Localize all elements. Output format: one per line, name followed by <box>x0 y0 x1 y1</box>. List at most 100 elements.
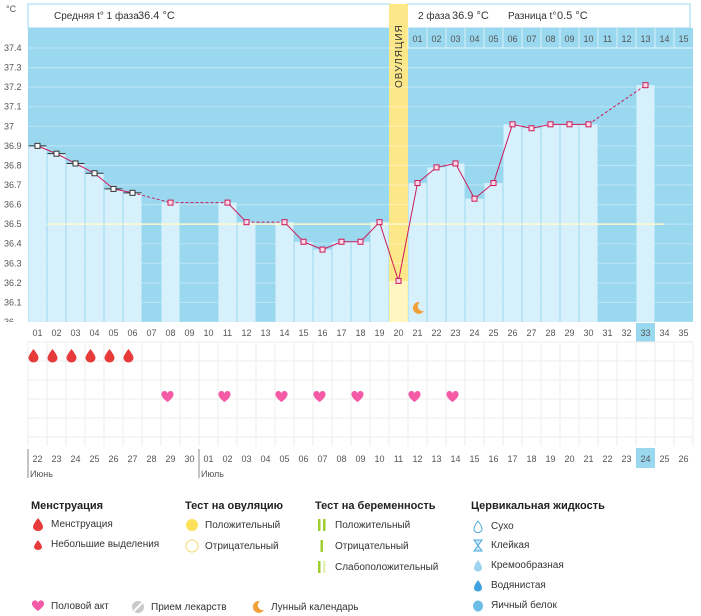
cycle-day-label: 06 <box>127 328 137 338</box>
temperature-segment <box>284 221 304 243</box>
calendar-date-label: 12 <box>412 454 422 464</box>
legend-cervical-dry-label: Сухо <box>491 521 514 532</box>
calendar-date-label: 06 <box>298 454 308 464</box>
temperature-bar <box>313 249 332 322</box>
calendar-date-label: 19 <box>545 454 555 464</box>
legend-menstruation-title: Менструация <box>31 500 104 512</box>
calendar-date-label: 02 <box>222 454 232 464</box>
ovulation-positive-icon <box>185 518 199 532</box>
cycle-day-label: 01 <box>32 328 42 338</box>
cycle-day-label: 23 <box>450 328 460 338</box>
y-tick-label: 36.1 <box>4 297 22 307</box>
top-day-number: 06 <box>507 34 517 44</box>
y-tick-label: 36.5 <box>4 219 22 229</box>
cycle-day-label: 17 <box>336 328 346 338</box>
cream-drop-icon <box>471 559 485 572</box>
legend-medication: Прием лекарств <box>131 600 227 614</box>
temperature-point <box>243 219 250 226</box>
calendar-date-label: 24 <box>70 454 80 464</box>
legend-pregnancy-negative: Отрицательный <box>315 539 409 553</box>
legend-cervical-sticky: Клейкая <box>471 539 529 552</box>
temperature-point <box>414 180 421 187</box>
temperature-point <box>433 164 440 171</box>
temperature-bar <box>636 85 655 322</box>
temperature-point <box>585 121 592 128</box>
calendar-date-label: 22 <box>602 454 612 464</box>
cycle-day-label: 26 <box>507 328 517 338</box>
legend-cervical-sticky-label: Клейкая <box>491 540 530 551</box>
temperature-segment <box>303 241 323 251</box>
temperature-bar <box>427 167 446 322</box>
cycle-day-label: 30 <box>583 328 593 338</box>
temperature-bar <box>408 183 427 322</box>
top-day-number: 07 <box>526 34 536 44</box>
top-day-number: 04 <box>469 34 479 44</box>
legend-menstruation: Менструация <box>31 518 113 531</box>
heart-icon <box>218 390 231 402</box>
phase1-value: 36.4 °C <box>138 10 175 22</box>
temperature-bar <box>218 202 237 322</box>
calendar-date-label: 21 <box>583 454 593 464</box>
phase2-value: 36.9 °C <box>452 10 489 22</box>
temperature-segment <box>37 145 57 155</box>
legend-medication-label: Прием лекарств <box>151 601 227 613</box>
heart-icon <box>408 390 421 402</box>
moon-icon <box>251 600 265 614</box>
temperature-segment <box>322 241 342 251</box>
temperature-bar <box>85 173 104 322</box>
calendar-date-label: 03 <box>241 454 251 464</box>
heart-icon <box>446 390 459 402</box>
pregnancy-negative-icon <box>315 539 329 553</box>
calendar-date-label: 10 <box>374 454 384 464</box>
menstruation-drop-icon <box>47 349 58 363</box>
legend-pregnancy-negative-label: Отрицательный <box>335 540 409 552</box>
top-day-number: 03 <box>450 34 460 44</box>
temperature-segment <box>455 163 475 199</box>
cycle-day-label: 34 <box>659 328 669 338</box>
calendar-date-label: 26 <box>108 454 118 464</box>
temperature-point <box>34 142 41 149</box>
cycle-day-label: 16 <box>317 328 327 338</box>
cycle-day-label: 11 <box>223 328 232 338</box>
legend-spotting: Небольшие выделения <box>31 539 159 550</box>
cycle-day-label: 14 <box>279 328 289 338</box>
y-tick-label: 37.1 <box>4 102 22 112</box>
cycle-day-label: 29 <box>564 328 574 338</box>
calendar-date-label: 08 <box>336 454 346 464</box>
current-day-highlight <box>636 323 655 342</box>
cycle-day-label: 28 <box>545 328 555 338</box>
temperature-bar <box>503 124 522 322</box>
temperature-point <box>281 219 288 226</box>
y-tick-label: 36.4 <box>4 239 22 249</box>
legend-pregnancy-test-title: Тест на беременность <box>315 500 436 512</box>
temperature-bar <box>522 128 541 322</box>
temperature-point <box>357 238 364 245</box>
diff-label: Разница t° <box>508 11 556 22</box>
calendar-date-label: 20 <box>564 454 574 464</box>
calendar-date-label: 18 <box>526 454 536 464</box>
legend-ovulation-test-title: Тест на овуляцию <box>185 500 284 512</box>
temperature-segment <box>227 202 247 223</box>
legend-ovulation-positive: Положительный <box>185 518 280 532</box>
moon-icon <box>412 301 424 314</box>
legend-lunar: Лунный календарь <box>251 600 359 614</box>
cycle-day-label: 35 <box>678 328 688 338</box>
temperature-segment <box>588 84 646 125</box>
cycle-day-label: 25 <box>488 328 498 338</box>
temperature-bar <box>389 280 408 322</box>
temperature-bar <box>541 124 560 322</box>
temperature-bar <box>275 222 294 322</box>
temperature-bar <box>579 124 598 322</box>
top-day-number: 02 <box>431 34 441 44</box>
temperature-point <box>338 238 345 245</box>
top-day-number: 13 <box>640 34 650 44</box>
temperature-point <box>566 121 573 128</box>
calendar-date-label: 17 <box>507 454 517 464</box>
legend-cervical-watery: Водянистая <box>471 579 546 592</box>
temperature-point <box>72 160 79 167</box>
temperature-segment <box>398 182 418 281</box>
cycle-day-label: 21 <box>412 328 422 338</box>
heart-icon <box>351 390 364 402</box>
cycle-day-label: 08 <box>165 328 175 338</box>
legend-pregnancy-weak-label: Слабоположительный <box>335 561 439 573</box>
